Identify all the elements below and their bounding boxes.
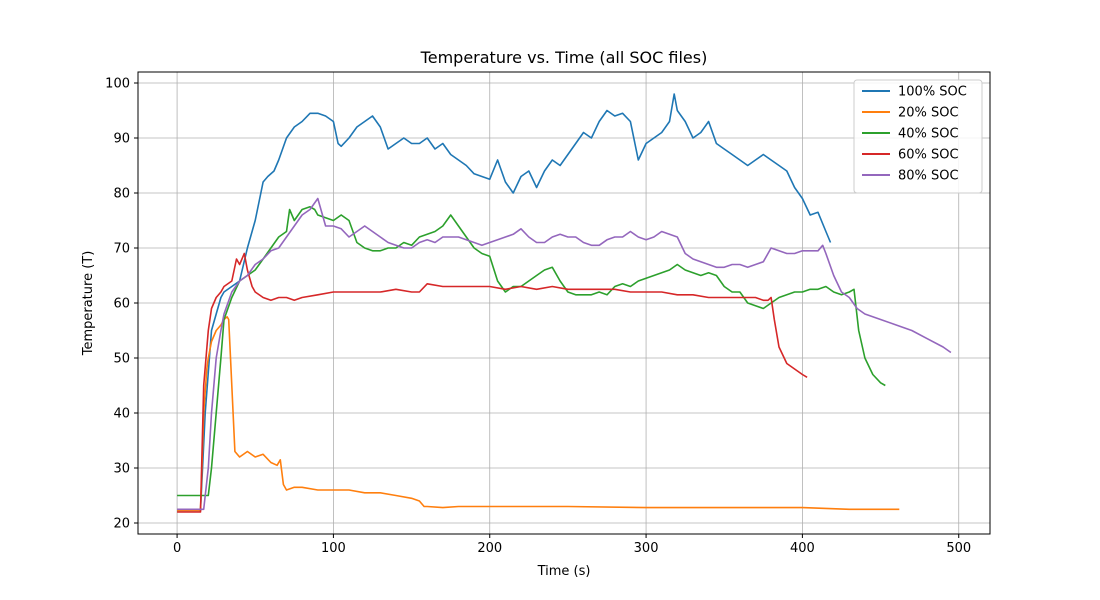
legend-label: 60% SOC	[898, 148, 959, 163]
legend-box	[853, 79, 983, 194]
series-line-60-soc	[177, 252, 808, 513]
series-line-80-soc	[177, 197, 952, 511]
series-line-20-soc	[177, 315, 900, 512]
y-tick-label: 100	[105, 77, 130, 92]
y-tick-label: 90	[113, 132, 130, 147]
axis-ticks: 0 100 200 300 400 500 20 30 40 50 60 70 80 90 100	[105, 77, 971, 557]
legend-label: 40% SOC	[898, 127, 959, 142]
y-tick-label: 70	[113, 242, 130, 257]
legend-label: 20% SOC	[898, 106, 959, 121]
series-line-100-soc	[177, 93, 832, 512]
x-tick-label: 200	[477, 541, 502, 556]
y-axis-label: Temperature (T)	[81, 251, 96, 357]
y-tick-label: 30	[113, 462, 130, 477]
y-tick-label: 80	[113, 187, 130, 202]
x-tick-label: 100	[321, 541, 346, 556]
y-tick-label: 60	[113, 297, 130, 312]
x-tick-label: 500	[946, 541, 971, 556]
y-tick-label: 20	[113, 517, 130, 532]
y-tick-label: 50	[113, 352, 130, 367]
y-tick-label: 40	[113, 407, 130, 422]
x-axis-label: Time (s)	[537, 564, 591, 579]
x-tick-label: 400	[790, 541, 815, 556]
legend: 100% SOC 20% SOC 40% SOC 60% SOC 80% SOC	[853, 79, 983, 194]
legend-label: 100% SOC	[898, 85, 967, 100]
legend-label: 80% SOC	[898, 169, 959, 184]
x-tick-label: 300	[634, 541, 659, 556]
series-line-40-soc	[177, 206, 886, 497]
x-tick-label: 0	[173, 541, 181, 556]
chart-title: Temperature vs. Time (all SOC files)	[420, 48, 708, 67]
series-lines	[177, 93, 952, 513]
